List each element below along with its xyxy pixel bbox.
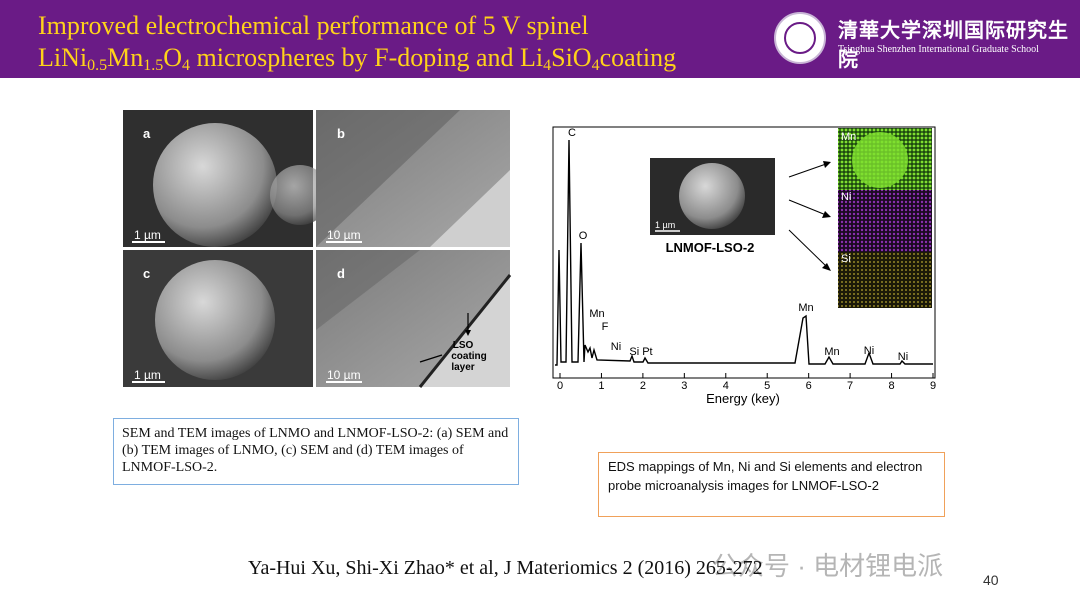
subscript: 4 xyxy=(182,57,191,74)
tick-label: 0 xyxy=(557,380,563,392)
peak-label: Mn xyxy=(824,346,839,358)
particle xyxy=(155,260,275,380)
panel-letter: b xyxy=(337,126,345,141)
peak-label: Si Pt xyxy=(629,346,652,358)
logo-subtext: Tsinghua Shenzhen International Graduate… xyxy=(838,44,1039,55)
slide-title: Improved electrochemical performance of … xyxy=(38,10,676,74)
arrow xyxy=(788,163,827,178)
particle xyxy=(679,163,745,229)
tem-edge xyxy=(430,170,510,247)
peak-label: Ni xyxy=(611,341,621,353)
scale-label: 10 µm xyxy=(327,228,361,242)
arrow-head xyxy=(822,263,831,271)
title-text: LiNi xyxy=(38,43,88,72)
peak-label: Mn xyxy=(589,308,604,320)
tick-label: 6 xyxy=(806,380,812,392)
panel-letter: c xyxy=(143,266,150,281)
citation: Ya-Hui Xu, Shi-Xi Zhao* et al, J Materio… xyxy=(248,557,763,579)
arrow xyxy=(788,199,827,216)
tem-shadow xyxy=(316,250,420,330)
title-line: Improved electrochemical performance of … xyxy=(38,11,589,40)
title-text: coating xyxy=(599,43,677,72)
tem-shadow xyxy=(316,110,460,247)
map-label: Si xyxy=(841,253,851,265)
scale-label: 1 µm xyxy=(655,220,675,230)
micrograph-figure: a b c d 1 µm 10 µm 1 µm 10 µm LSO coatin… xyxy=(123,110,512,388)
subscript: 4 xyxy=(543,57,552,74)
map-ni xyxy=(838,190,932,252)
tick-label: 5 xyxy=(764,380,770,392)
peak-label: Ni xyxy=(864,345,874,357)
tick-label: 9 xyxy=(930,380,936,392)
arrow xyxy=(788,229,827,267)
subscript: 1.5 xyxy=(143,57,164,74)
logo-text: 清華大学深圳国际研究生院 xyxy=(838,18,1069,71)
particle xyxy=(153,123,277,247)
arrow xyxy=(419,354,443,363)
arrow-head xyxy=(465,330,471,336)
watermark: 公众号 · 电材锂电派 xyxy=(712,551,944,581)
spectrum-line xyxy=(555,139,933,366)
title-text: O xyxy=(163,43,183,72)
scale-label: 1 µm xyxy=(134,228,161,242)
figure-caption: EDS mappings of Mn, Ni and Si elements a… xyxy=(598,452,945,517)
peak-label: Ni xyxy=(898,351,908,363)
map-si xyxy=(838,252,932,308)
scale-label: 10 µm xyxy=(327,368,361,382)
annotation: coating xyxy=(451,351,487,362)
scale-label: 1 µm xyxy=(134,368,161,382)
particle xyxy=(270,165,330,225)
tick-label: 1 xyxy=(598,380,604,392)
logo-emblem xyxy=(774,12,826,64)
tick-label: 8 xyxy=(888,380,894,392)
map-label: Ni xyxy=(841,191,851,203)
title-text: SiO xyxy=(551,43,592,72)
figure-caption: SEM and TEM images of LNMO and LNMOF-LSO… xyxy=(113,418,519,485)
peak-label: F xyxy=(602,321,609,333)
plot-frame xyxy=(552,126,936,379)
axis-label: Energy (key) xyxy=(706,391,780,406)
subscript: 4 xyxy=(591,57,600,74)
peak-label: Mn xyxy=(798,302,813,314)
tick-label: 2 xyxy=(640,380,646,392)
tick-label: 4 xyxy=(723,380,729,392)
map-particle xyxy=(852,132,908,188)
peak-label: C xyxy=(568,127,576,139)
panel-letter: a xyxy=(143,126,151,141)
tick-label: 7 xyxy=(847,380,853,392)
title-line: LiNi0.5Mn1.5O4 microspheres by F-doping … xyxy=(38,42,676,74)
eds-figure: C O Mn F Ni Si Pt Mn Mn Ni Ni Energy (ke… xyxy=(552,126,936,406)
arrow-head xyxy=(822,211,831,218)
peak-label: O xyxy=(579,230,588,242)
inset-label: LNMOF-LSO-2 xyxy=(666,240,755,255)
title-text: microspheres by F-doping and Li xyxy=(190,43,544,72)
coating-layer xyxy=(418,274,512,388)
title-text: Mn xyxy=(107,43,144,72)
header-band: Improved electrochemical performance of … xyxy=(0,0,1080,78)
map-label: Mn xyxy=(841,131,856,143)
annotation: LSO xyxy=(453,340,474,351)
tick-label: 3 xyxy=(681,380,687,392)
arrow-head xyxy=(823,161,831,168)
annotation: layer xyxy=(451,362,474,373)
page-number: 40 xyxy=(983,572,999,588)
subscript: 0.5 xyxy=(87,57,108,74)
panel-letter: d xyxy=(337,266,345,281)
